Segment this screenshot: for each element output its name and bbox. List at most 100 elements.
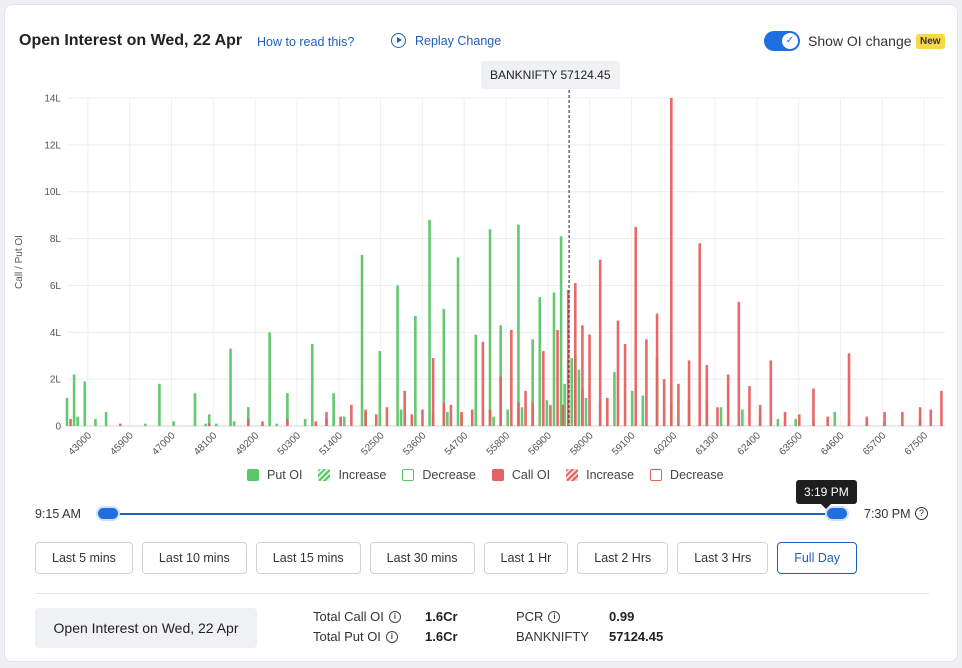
put-oi-bar [396,285,399,426]
put-oi-bar [229,348,232,426]
call-oi-bar [364,409,367,426]
how-to-read-link[interactable]: How to read this? [257,35,355,49]
x-tick-label: 53600 [401,430,429,455]
call-oi-bar [421,409,424,426]
last-1-hr-button[interactable]: Last 1 Hr [483,542,569,574]
call-oi-bar [119,423,122,426]
last-15-mins-button[interactable]: Last 15 mins [255,542,361,574]
last-30-mins-button[interactable]: Last 30 mins [369,542,475,574]
x-tick-label: 47000 [150,430,178,455]
oi-chart: 0 2L 4L 6L 8L 10L 12L 14L 43000 45900 47000 48100 49… [14,90,945,455]
legend-call-increase[interactable]: Increase [566,468,634,482]
put-oi-bar [158,383,161,426]
call-oi-bar [488,409,492,426]
last-5-mins-button[interactable]: Last 5 mins [35,542,133,574]
call-oi-bar [470,409,474,426]
x-tick-label: 56900 [526,430,554,455]
slider-start-handle[interactable] [96,506,120,521]
full-day-button[interactable]: Full Day [777,542,858,574]
call-oi-bar [940,390,943,426]
total-call-oi-text: Total Call OI [313,609,384,624]
put-oi-bar [232,421,236,426]
time-range-buttons: Last 5 mins Last 10 mins Last 15 mins La… [35,542,858,574]
last-2-hrs-button[interactable]: Last 2 Hrs [577,542,669,574]
put-oi-bar [332,393,335,426]
call-oi-bar [581,325,584,426]
new-badge: New [916,34,945,49]
y-tick-label: 2L [50,375,62,386]
slider-end-time: 7:30 PM [864,507,911,521]
call-oi-bar [374,414,378,426]
put-oi-bar [833,411,837,426]
put-oi-bar [559,236,563,426]
call-oi-bar [431,358,435,426]
put-oi-bar [517,224,520,426]
put-oi-bar [741,409,744,426]
legend-put-decrease[interactable]: Decrease [402,468,476,482]
call-increase-swatch [566,469,579,481]
y-tick-label: 0 [55,422,61,433]
put-oi-bar [246,407,250,426]
index-label: BANKNIFTY [516,629,589,644]
chart-legend: Put OI Increase Decrease Call OI Increas… [247,468,740,482]
legend-call-decrease[interactable]: Decrease [650,468,724,482]
put-oi-bar [65,397,69,426]
x-tick-label: 63500 [777,430,805,455]
put-oi-bar [641,395,645,426]
info-icon[interactable]: i [388,610,401,623]
put-oi-bar [456,257,460,426]
y-tick-label: 14L [44,94,61,105]
put-oi-bar [488,229,492,426]
help-icon[interactable]: ? [915,507,928,520]
call-oi-bar [410,414,414,426]
legend-put-increase[interactable]: Increase [318,468,386,482]
call-oi-bar [524,390,527,426]
x-tick-label: 49200 [234,430,262,455]
slider-end-handle[interactable] [825,506,849,521]
call-oi-bar [286,418,289,426]
show-oi-change-toggle[interactable]: ✓ [764,31,800,51]
put-oi-bar [570,358,574,426]
call-oi-bar [598,259,602,426]
call-oi-bar [623,344,627,426]
put-oi-bar [207,414,211,426]
call-oi-bar [246,418,250,426]
legend-call-oi[interactable]: Call OI [491,468,550,482]
call-oi-bar [726,374,730,426]
last-3-hrs-button[interactable]: Last 3 Hrs [677,542,769,574]
call-oi-bar [616,320,620,426]
call-oi-bar [566,290,570,426]
put-oi-bar [268,332,271,426]
put-oi-bar [563,383,566,426]
pcr-text: PCR [516,609,544,624]
put-oi-bar [719,407,723,426]
call-oi-bar [481,341,485,426]
info-icon[interactable]: i [548,610,561,623]
replay-change-button[interactable]: Replay Change [391,33,501,48]
info-icon[interactable]: i [385,630,398,643]
call-oi-bar [826,416,829,426]
check-icon: ✓ [782,33,798,49]
time-slider-track[interactable] [108,513,838,515]
x-tick-label: 67500 [903,430,931,455]
put-oi-bar [520,407,524,426]
put-oi-bar [552,292,556,426]
slider-current-time: 3:19 PM [796,480,857,509]
put-oi-bar [446,411,449,426]
x-tick-label: 45900 [108,430,136,455]
put-oi-bar [577,369,581,426]
call-oi-swatch [491,469,504,481]
pcr-value: 0.99 [609,609,635,624]
last-10-mins-button[interactable]: Last 10 mins [141,542,247,574]
put-oi-bar [545,400,549,426]
put-oi-bar [310,344,314,426]
put-oi-bar [613,372,616,426]
x-tick-label: 58000 [568,430,596,455]
legend-put-oi[interactable]: Put OI [247,468,302,482]
put-oi-bar [360,254,364,426]
total-put-oi-text: Total Put OI [313,629,381,644]
put-oi-bar [506,409,510,426]
call-oi-bar [350,404,353,426]
legend-label: Decrease [422,468,476,482]
y-tick-label: 10L [44,187,61,198]
